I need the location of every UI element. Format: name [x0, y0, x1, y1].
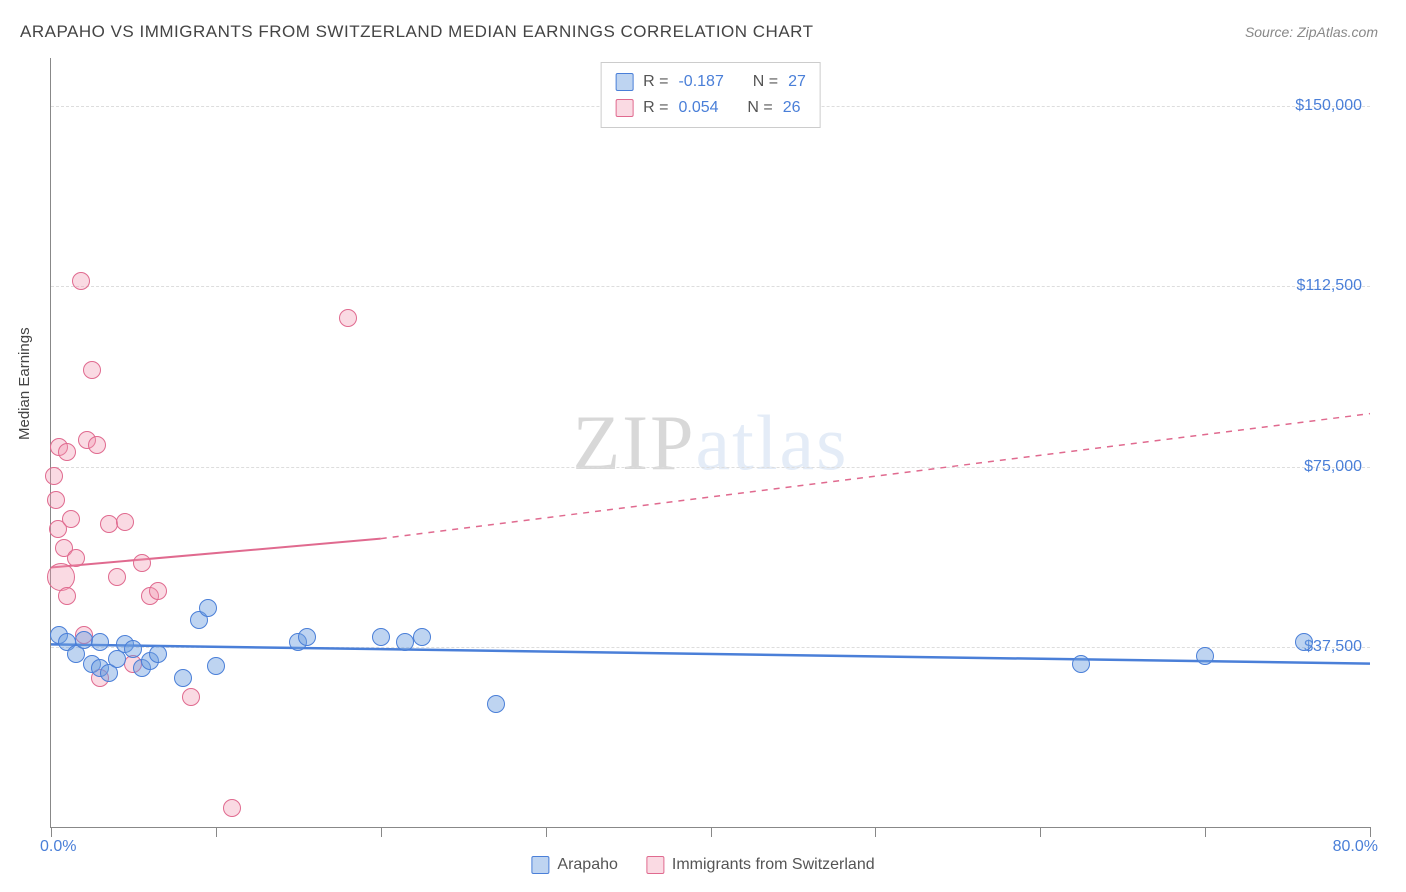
data-point: [1295, 633, 1313, 651]
data-point: [396, 633, 414, 651]
y-tick-label: $75,000: [1304, 458, 1362, 476]
series-legend: Arapaho Immigrants from Switzerland: [531, 856, 874, 874]
chart-plot-area: ZIPatlas R = -0.187 N = 27 R = 0.054 N =…: [50, 58, 1370, 828]
n-label: N =: [753, 73, 778, 91]
r-value-a: -0.187: [678, 73, 723, 91]
data-point: [116, 513, 134, 531]
x-axis-min-label: 0.0%: [40, 838, 76, 856]
r-label: R =: [643, 73, 668, 91]
data-point: [83, 361, 101, 379]
data-point: [199, 599, 217, 617]
legend-row-swiss: R = 0.054 N = 26: [615, 95, 806, 121]
data-point: [372, 628, 390, 646]
y-axis-title: Median Earnings: [16, 327, 33, 440]
data-point: [1072, 655, 1090, 673]
source-label: Source: ZipAtlas.com: [1245, 24, 1378, 40]
data-point: [108, 568, 126, 586]
data-point: [182, 688, 200, 706]
swatch-swiss-icon: [615, 99, 633, 117]
data-point: [47, 491, 65, 509]
legend-label-b: Immigrants from Switzerland: [672, 856, 875, 874]
grid-line: [51, 467, 1370, 468]
swatch-swiss-icon: [646, 856, 664, 874]
r-label: R =: [643, 99, 668, 117]
y-tick-label: $150,000: [1295, 97, 1362, 115]
grid-line: [51, 286, 1370, 287]
data-point: [223, 799, 241, 817]
data-point: [149, 645, 167, 663]
chart-title: ARAPAHO VS IMMIGRANTS FROM SWITZERLAND M…: [20, 22, 814, 42]
x-tick: [711, 827, 712, 837]
x-tick: [216, 827, 217, 837]
x-tick: [51, 827, 52, 837]
r-value-b: 0.054: [678, 99, 718, 117]
trend-line: [381, 414, 1370, 539]
x-tick: [1040, 827, 1041, 837]
swatch-arapaho-icon: [615, 73, 633, 91]
y-tick-label: $112,500: [1296, 277, 1362, 295]
n-label: N =: [747, 99, 772, 117]
x-axis-max-label: 80.0%: [1333, 838, 1378, 856]
data-point: [67, 549, 85, 567]
x-tick: [1205, 827, 1206, 837]
data-point: [47, 563, 75, 591]
trend-line: [51, 539, 381, 568]
data-point: [413, 628, 431, 646]
data-point: [487, 695, 505, 713]
data-point: [174, 669, 192, 687]
data-point: [88, 436, 106, 454]
data-point: [124, 640, 142, 658]
n-value-b: 26: [783, 99, 801, 117]
x-tick: [875, 827, 876, 837]
n-value-a: 27: [788, 73, 806, 91]
data-point: [133, 554, 151, 572]
x-tick: [546, 827, 547, 837]
swatch-arapaho-icon: [531, 856, 549, 874]
x-tick: [1370, 827, 1371, 837]
x-tick: [381, 827, 382, 837]
data-point: [207, 657, 225, 675]
data-point: [58, 587, 76, 605]
data-point: [149, 582, 167, 600]
data-point: [298, 628, 316, 646]
watermark: ZIPatlas: [573, 398, 849, 488]
data-point: [45, 467, 63, 485]
data-point: [100, 515, 118, 533]
legend-row-arapaho: R = -0.187 N = 27: [615, 69, 806, 95]
grid-line: [51, 647, 1370, 648]
legend-item-arapaho: Arapaho: [531, 856, 618, 874]
legend-item-swiss: Immigrants from Switzerland: [646, 856, 875, 874]
data-point: [75, 631, 93, 649]
data-point: [339, 309, 357, 327]
data-point: [62, 510, 80, 528]
legend-label-a: Arapaho: [557, 856, 618, 874]
data-point: [91, 633, 109, 651]
correlation-legend: R = -0.187 N = 27 R = 0.054 N = 26: [600, 62, 821, 128]
data-point: [58, 443, 76, 461]
data-point: [1196, 647, 1214, 665]
data-point: [72, 272, 90, 290]
